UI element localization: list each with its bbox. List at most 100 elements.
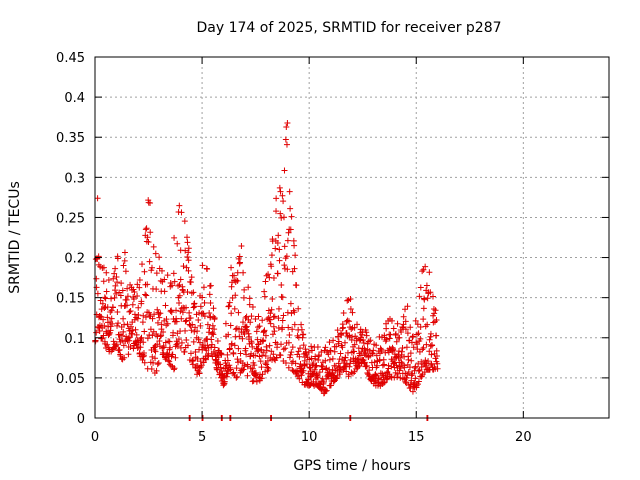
data-point [147,229,154,236]
data-point [383,336,390,343]
data-point [425,358,432,365]
data-point [335,360,342,367]
data-point [427,289,434,296]
data-point [422,357,429,364]
data-point [294,367,301,374]
data-point [275,232,282,239]
data-point [185,257,192,264]
data-point [429,342,436,349]
data-point [121,257,128,264]
data-point [318,348,325,355]
data-point [245,284,252,291]
data-point [423,282,430,289]
data-point [305,349,312,356]
data-point [234,269,241,276]
data-point [118,280,125,287]
data-point [211,326,218,333]
data-point [120,342,127,349]
data-point [291,242,298,249]
data-point [206,291,213,298]
data-point [121,249,128,256]
data-point [173,307,180,314]
data-point [269,331,276,338]
data-point [117,353,124,360]
data-point [308,343,315,350]
data-point [287,351,294,358]
data-point [348,326,355,333]
y-tick-label: 0.15 [56,292,85,307]
data-point [399,324,406,331]
data-point [225,303,232,310]
data-point [416,293,423,300]
data-point [178,315,185,322]
data-point [210,305,217,312]
data-point [325,351,332,358]
data-point [347,360,354,367]
data-point [100,332,107,339]
data-point [152,348,159,355]
data-point [199,262,206,269]
y-tick-label: 0.4 [64,91,85,106]
y-tick-label: 0 [77,412,85,427]
data-point [424,321,431,328]
data-point [96,327,103,334]
data-point [197,322,204,329]
data-point [200,284,207,291]
data-point [174,240,181,247]
data-point [240,319,247,326]
data-point [415,330,422,337]
data-point [388,363,395,370]
data-point [418,373,425,380]
data-point [154,319,161,326]
data-point [298,326,305,333]
data-point [223,373,230,380]
data-point [134,281,141,288]
data-point [141,359,148,366]
data-point [311,366,318,373]
data-point [195,369,202,376]
data-point [152,355,159,362]
data-point [282,345,289,352]
data-point [268,252,275,259]
data-point [261,293,268,300]
data-point [183,304,190,311]
data-point [241,362,248,369]
data-point [387,331,394,338]
data-point [427,343,434,350]
data-point [142,226,149,233]
data-point [111,270,118,277]
data-point [327,382,334,389]
data-point [243,351,250,358]
data-point [176,299,183,306]
data-point [170,329,177,336]
data-point [388,317,395,324]
data-point [227,366,234,373]
data-point [254,346,261,353]
data-point [108,307,115,314]
data-point [235,309,242,316]
data-point [424,295,431,302]
data-point [340,324,347,331]
data-point [175,336,182,343]
data-point [399,345,406,352]
data-point [184,253,191,260]
data-point [213,365,220,372]
data-point [244,327,251,334]
data-point [336,371,343,378]
data-point [255,341,262,348]
data-point [233,365,240,372]
data-point [282,359,289,366]
data-point [139,261,146,268]
data-point [210,331,217,338]
data-point [188,274,195,281]
data-point [405,368,412,375]
data-point [270,323,277,330]
data-point [182,318,189,325]
data-point [288,349,295,356]
data-point [114,309,121,316]
data-point [312,363,319,370]
data-point [300,367,307,374]
data-point [287,205,294,212]
data-point [262,278,269,285]
data-point [204,265,211,272]
